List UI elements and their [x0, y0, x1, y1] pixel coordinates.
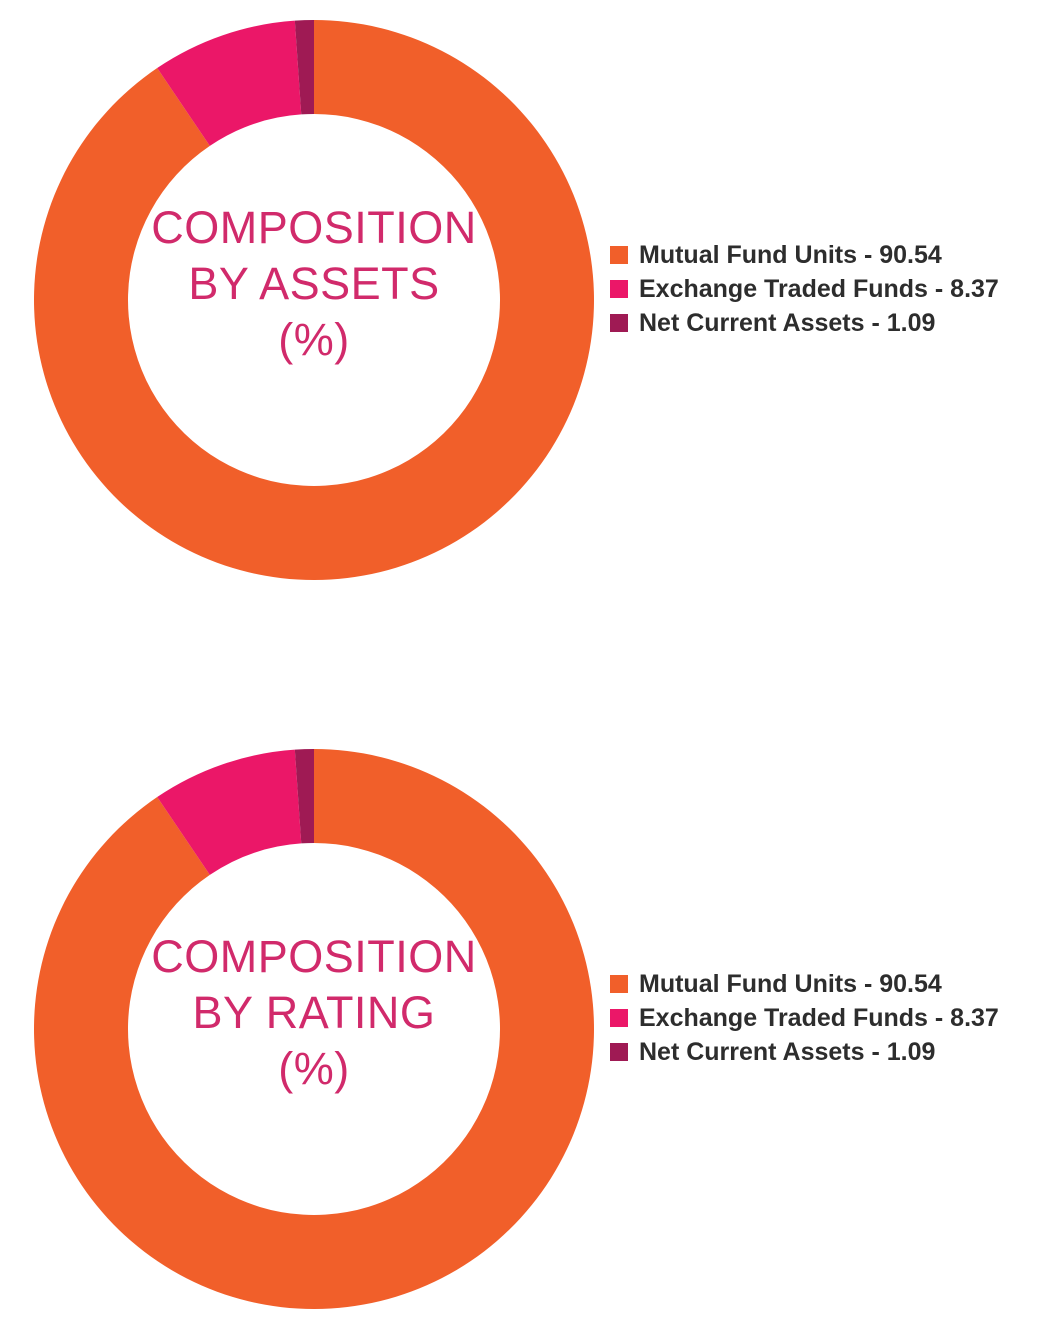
- center-label-line-1: COMPOSITION: [151, 931, 477, 982]
- legend-label: Net Current Assets - 1.09: [639, 308, 936, 337]
- composition-by-assets-chart: COMPOSITION BY ASSETS (%) Mutual Fund Un…: [0, 20, 1063, 580]
- legend-label: Exchange Traded Funds - 8.37: [639, 274, 999, 303]
- center-label-line-2: BY RATING: [192, 987, 436, 1038]
- legend-label: Exchange Traded Funds - 8.37: [639, 1003, 999, 1032]
- legend-item-net-current-assets: Net Current Assets - 1.09: [610, 1035, 999, 1069]
- legend: Mutual Fund Units - 90.54 Exchange Trade…: [610, 967, 999, 1069]
- composition-by-rating-chart: COMPOSITION BY RATING (%) Mutual Fund Un…: [0, 749, 1063, 1309]
- legend-item-mutual-fund-units: Mutual Fund Units - 90.54: [610, 967, 999, 1001]
- legend-swatch-net-current-assets: [610, 314, 628, 332]
- legend-swatch-exchange-traded-funds: [610, 1009, 628, 1027]
- legend-item-net-current-assets: Net Current Assets - 1.09: [610, 306, 999, 340]
- center-label-line-2: BY ASSETS: [188, 258, 440, 309]
- legend-item-exchange-traded-funds: Exchange Traded Funds - 8.37: [610, 272, 999, 306]
- legend-swatch-exchange-traded-funds: [610, 280, 628, 298]
- donut-slice-exchange-traded-funds: [157, 20, 302, 146]
- legend-swatch-net-current-assets: [610, 1043, 628, 1061]
- center-label-line-1: COMPOSITION: [151, 202, 477, 253]
- center-label-line-3: (%): [278, 1043, 350, 1094]
- center-label-line-3: (%): [278, 314, 350, 365]
- donut-center-label: COMPOSITION BY RATING (%): [134, 929, 494, 1097]
- legend-swatch-mutual-fund-units: [610, 246, 628, 264]
- legend-item-mutual-fund-units: Mutual Fund Units - 90.54: [610, 238, 999, 272]
- legend-label: Mutual Fund Units - 90.54: [639, 969, 942, 998]
- donut-center-label: COMPOSITION BY ASSETS (%): [134, 200, 494, 368]
- donut-chart-rating: [33, 749, 595, 1309]
- donut-slice-mutual-fund-units: [33, 749, 595, 1309]
- donut-slice-exchange-traded-funds: [157, 749, 302, 875]
- donut-slice-net-current-assets: [294, 749, 314, 844]
- legend: Mutual Fund Units - 90.54 Exchange Trade…: [610, 238, 999, 340]
- legend-item-exchange-traded-funds: Exchange Traded Funds - 8.37: [610, 1001, 999, 1035]
- legend-swatch-mutual-fund-units: [610, 975, 628, 993]
- legend-label: Mutual Fund Units - 90.54: [639, 240, 942, 269]
- legend-label: Net Current Assets - 1.09: [639, 1037, 936, 1066]
- donut-slice-net-current-assets: [294, 20, 314, 115]
- donut-chart-assets: [33, 20, 595, 580]
- donut-slice-mutual-fund-units: [33, 20, 595, 580]
